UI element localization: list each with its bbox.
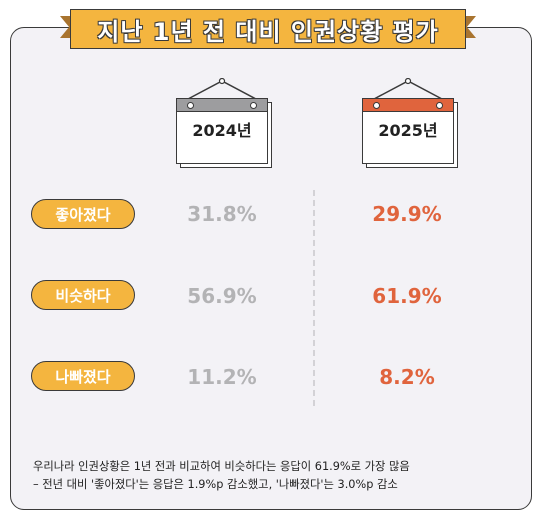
footnote: 우리나라 인권상황은 1년 전과 비교하여 비슷하다는 응답이 61.9%로 가… xyxy=(33,458,513,494)
value-2024-similar: 56.9% xyxy=(187,284,257,308)
ring-icon xyxy=(250,102,257,109)
ring-icon xyxy=(373,102,380,109)
calendar-hanger-icon xyxy=(373,78,443,100)
column-header-2024: 2024년 xyxy=(192,121,252,140)
ring-icon xyxy=(436,102,443,109)
column-header-2025: 2025년 xyxy=(378,121,438,140)
footnote-line-1: 우리나라 인권상황은 1년 전과 비교하여 비슷하다는 응답이 61.9%로 가… xyxy=(33,460,410,473)
calendar-bar xyxy=(177,99,267,112)
value-2025-similar: 61.9% xyxy=(372,284,442,308)
value-2025-worse: 8.2% xyxy=(379,365,435,389)
banner-main: 지난 1년 전 대비 인권상황 평가 xyxy=(70,9,466,49)
value-2025-better: 29.9% xyxy=(372,202,442,226)
value-2024-worse: 11.2% xyxy=(187,365,257,389)
calendar-2025-icon: 2025년 xyxy=(362,78,458,168)
row-label-worse: 나빠졌다 xyxy=(31,361,135,391)
calendar-2024-icon: 2024년 xyxy=(176,78,272,168)
value-2024-better: 31.8% xyxy=(187,202,257,226)
chart-title: 지난 1년 전 대비 인권상황 평가 xyxy=(97,17,439,46)
row-label-similar: 비슷하다 xyxy=(31,280,135,310)
column-divider xyxy=(313,190,315,406)
ring-icon xyxy=(187,102,194,109)
calendar-bar xyxy=(363,99,453,112)
row-label-better: 좋아졌다 xyxy=(31,199,135,229)
calendar-hanger-icon xyxy=(187,78,257,100)
footnote-line-2: – 전년 대비 '좋아졌다'는 응답은 1.9%p 감소했고, '나빠졌다'는 … xyxy=(33,478,398,491)
calendar-face: 2025년 xyxy=(362,98,454,164)
title-banner: 지난 1년 전 대비 인권상황 평가 xyxy=(60,9,476,53)
calendar-face: 2024년 xyxy=(176,98,268,164)
